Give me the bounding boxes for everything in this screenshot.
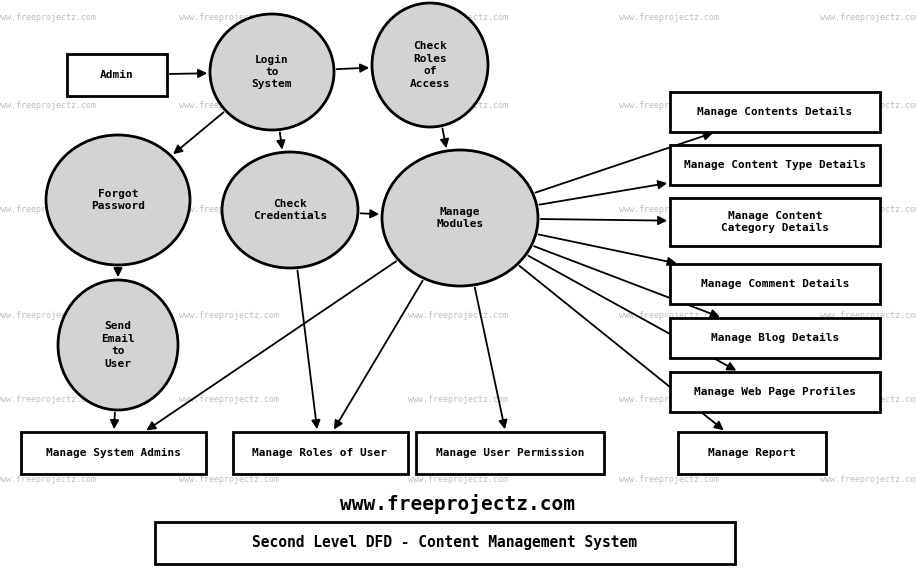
Text: Login
to
System: Login to System bbox=[252, 55, 292, 89]
Text: Manage Web Page Profiles: Manage Web Page Profiles bbox=[694, 387, 856, 397]
Text: Manage Comment Details: Manage Comment Details bbox=[701, 279, 849, 289]
Text: Forgot
Password: Forgot Password bbox=[91, 189, 145, 211]
Text: www.freeprojectz.com: www.freeprojectz.com bbox=[179, 100, 279, 110]
Text: Manage Blog Details: Manage Blog Details bbox=[711, 333, 839, 343]
Ellipse shape bbox=[372, 3, 488, 127]
Text: www.freeprojectz.com: www.freeprojectz.com bbox=[408, 396, 508, 404]
Text: Manage
Modules: Manage Modules bbox=[436, 207, 484, 229]
Text: www.freeprojectz.com: www.freeprojectz.com bbox=[618, 100, 719, 110]
Text: www.freeprojectz.com: www.freeprojectz.com bbox=[0, 205, 96, 214]
Bar bbox=[155, 522, 735, 564]
Text: www.freeprojectz.com: www.freeprojectz.com bbox=[341, 494, 575, 514]
Text: Manage User Permission: Manage User Permission bbox=[436, 448, 584, 458]
Text: www.freeprojectz.com: www.freeprojectz.com bbox=[179, 205, 279, 214]
Text: Send
Email
to
User: Send Email to User bbox=[101, 322, 135, 369]
Text: www.freeprojectz.com: www.freeprojectz.com bbox=[618, 205, 719, 214]
Text: www.freeprojectz.com: www.freeprojectz.com bbox=[820, 100, 916, 110]
Text: Check
Credentials: Check Credentials bbox=[253, 199, 327, 221]
Ellipse shape bbox=[210, 14, 334, 130]
Bar bbox=[670, 198, 880, 246]
Text: www.freeprojectz.com: www.freeprojectz.com bbox=[618, 311, 719, 319]
Bar bbox=[416, 432, 604, 474]
Text: Admin: Admin bbox=[100, 70, 134, 80]
Text: Manage System Admins: Manage System Admins bbox=[46, 448, 180, 458]
Text: www.freeprojectz.com: www.freeprojectz.com bbox=[408, 205, 508, 214]
Text: www.freeprojectz.com: www.freeprojectz.com bbox=[179, 311, 279, 319]
Text: Second Level DFD - Content Management System: Second Level DFD - Content Management Sy… bbox=[253, 535, 638, 551]
Text: www.freeprojectz.com: www.freeprojectz.com bbox=[820, 396, 916, 404]
Text: www.freeprojectz.com: www.freeprojectz.com bbox=[820, 14, 916, 22]
Bar bbox=[670, 92, 880, 132]
Text: www.freeprojectz.com: www.freeprojectz.com bbox=[408, 14, 508, 22]
Bar bbox=[670, 318, 880, 358]
Text: www.freeprojectz.com: www.freeprojectz.com bbox=[0, 396, 96, 404]
Ellipse shape bbox=[382, 150, 538, 286]
Text: www.freeprojectz.com: www.freeprojectz.com bbox=[408, 311, 508, 319]
Ellipse shape bbox=[46, 135, 190, 265]
Text: www.freeprojectz.com: www.freeprojectz.com bbox=[0, 475, 96, 484]
Bar bbox=[670, 264, 880, 304]
Bar bbox=[670, 372, 880, 412]
Text: www.freeprojectz.com: www.freeprojectz.com bbox=[179, 396, 279, 404]
Text: Manage Report: Manage Report bbox=[708, 448, 796, 458]
Text: Manage Content Type Details: Manage Content Type Details bbox=[684, 160, 867, 170]
Ellipse shape bbox=[58, 280, 178, 410]
Text: Manage Contents Details: Manage Contents Details bbox=[697, 107, 853, 117]
Text: www.freeprojectz.com: www.freeprojectz.com bbox=[0, 14, 96, 22]
Ellipse shape bbox=[222, 152, 358, 268]
Text: www.freeprojectz.com: www.freeprojectz.com bbox=[179, 14, 279, 22]
Text: www.freeprojectz.com: www.freeprojectz.com bbox=[618, 396, 719, 404]
Text: www.freeprojectz.com: www.freeprojectz.com bbox=[618, 475, 719, 484]
Bar bbox=[67, 54, 167, 96]
Bar bbox=[20, 432, 205, 474]
Bar bbox=[233, 432, 408, 474]
Text: www.freeprojectz.com: www.freeprojectz.com bbox=[0, 100, 96, 110]
Text: Manage Roles of User: Manage Roles of User bbox=[253, 448, 387, 458]
Text: www.freeprojectz.com: www.freeprojectz.com bbox=[820, 311, 916, 319]
Text: www.freeprojectz.com: www.freeprojectz.com bbox=[408, 475, 508, 484]
Text: www.freeprojectz.com: www.freeprojectz.com bbox=[820, 475, 916, 484]
Text: Check
Roles
of
Access: Check Roles of Access bbox=[409, 42, 451, 89]
Text: Manage Content
Category Details: Manage Content Category Details bbox=[721, 211, 829, 233]
Text: www.freeprojectz.com: www.freeprojectz.com bbox=[0, 311, 96, 319]
Bar bbox=[678, 432, 826, 474]
Text: www.freeprojectz.com: www.freeprojectz.com bbox=[179, 475, 279, 484]
Text: www.freeprojectz.com: www.freeprojectz.com bbox=[820, 205, 916, 214]
Bar bbox=[670, 145, 880, 185]
Text: www.freeprojectz.com: www.freeprojectz.com bbox=[618, 14, 719, 22]
Text: www.freeprojectz.com: www.freeprojectz.com bbox=[408, 100, 508, 110]
